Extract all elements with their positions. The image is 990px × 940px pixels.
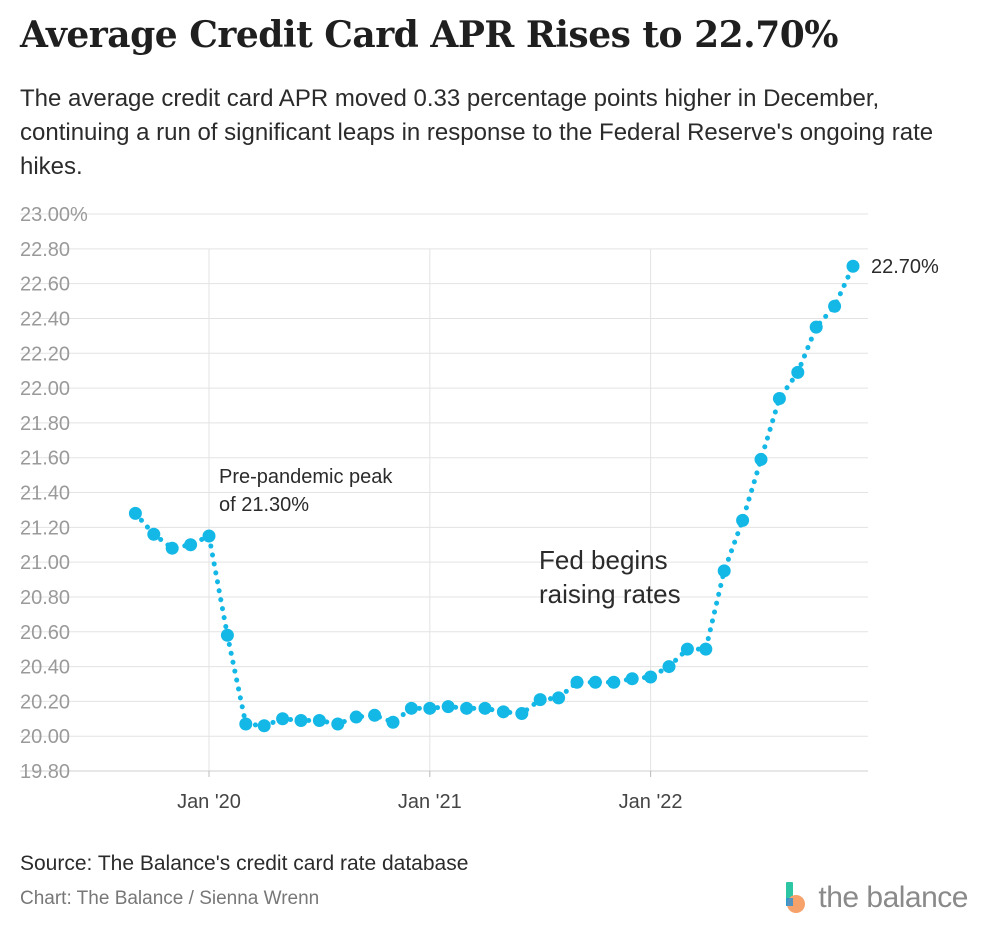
data-point xyxy=(368,708,382,722)
data-point xyxy=(496,705,510,719)
data-point xyxy=(220,628,234,642)
brand-logo: the balance xyxy=(784,878,968,918)
data-point xyxy=(552,691,566,705)
data-point xyxy=(791,365,805,379)
brand-mark-icon xyxy=(786,882,806,913)
annotation-line: Pre-pandemic peak xyxy=(219,466,393,488)
y-tick-label: 22.20 xyxy=(20,343,70,365)
data-point xyxy=(662,660,676,674)
data-point xyxy=(809,320,823,334)
y-tick-label: 21.20 xyxy=(20,517,70,539)
data-point xyxy=(478,701,492,715)
series-line xyxy=(132,263,856,729)
data-point xyxy=(239,717,253,731)
data-point xyxy=(644,670,658,684)
annotation-line: of 21.30% xyxy=(219,494,309,516)
data-point xyxy=(846,259,860,273)
y-tick-label: 21.40 xyxy=(20,483,70,505)
data-point xyxy=(625,672,639,686)
x-tick-label: Jan '22 xyxy=(619,791,683,813)
y-tick-label: 21.60 xyxy=(20,448,70,470)
y-tick-label: 19.80 xyxy=(20,761,70,783)
data-point xyxy=(736,513,750,527)
y-tick-label: 23.00% xyxy=(20,204,88,226)
chart-subtitle: The average credit card APR moved 0.33 p… xyxy=(20,85,934,180)
data-point xyxy=(754,452,768,466)
x-axis: Jan '20 Jan '21 Jan '22 xyxy=(20,770,868,813)
source-note: Source: The Balance's credit card rate d… xyxy=(20,852,469,875)
y-tick-label: 20.80 xyxy=(20,587,70,609)
data-point xyxy=(312,714,326,728)
annotation-end-value: 22.70% xyxy=(871,256,939,278)
gridlines xyxy=(20,213,868,777)
x-tick-label: Jan '21 xyxy=(398,791,462,813)
chart-credit: Chart: The Balance / Sienna Wrenn xyxy=(20,888,320,909)
data-point xyxy=(331,717,345,731)
y-tick-label: 22.80 xyxy=(20,239,70,261)
y-tick-label: 20.40 xyxy=(20,657,70,679)
data-point xyxy=(533,693,547,707)
chart-title: Average Credit Card APR Rises to 22.70% xyxy=(20,14,839,56)
data-point xyxy=(257,719,271,733)
annotation-line: 22.70% xyxy=(871,256,939,278)
y-tick-label: 22.40 xyxy=(20,308,70,330)
annotation-fed-hikes: Fed begins raising rates xyxy=(539,545,681,609)
data-point xyxy=(717,564,731,578)
data-point xyxy=(184,538,198,552)
data-point xyxy=(680,642,694,656)
data-point xyxy=(460,701,474,715)
data-point xyxy=(128,506,142,520)
y-tick-label: 20.60 xyxy=(20,622,70,644)
annotation-line: raising rates xyxy=(539,579,681,609)
data-point xyxy=(276,712,290,726)
data-point xyxy=(772,392,786,406)
annotations: Pre-pandemic peak of 21.30% Fed begins rais… xyxy=(219,256,939,609)
data-point xyxy=(570,675,584,689)
data-point xyxy=(386,715,400,729)
data-point xyxy=(147,527,161,541)
data-point xyxy=(294,714,308,728)
data-point xyxy=(607,675,621,689)
y-tick-label: 20.00 xyxy=(20,726,70,748)
data-point xyxy=(828,299,842,313)
data-point xyxy=(202,529,216,543)
y-tick-label: 21.80 xyxy=(20,413,70,435)
brand-text: the balance xyxy=(818,881,968,914)
x-tick-label: Jan '20 xyxy=(177,791,241,813)
data-point xyxy=(423,701,437,715)
series-apr xyxy=(128,259,860,733)
y-tick-label: 22.60 xyxy=(20,274,70,296)
data-point xyxy=(165,541,179,555)
data-point xyxy=(588,675,602,689)
y-axis: 19.80 20.00 20.20 20.40 20.60 20.80 21.00 21.20… xyxy=(20,204,88,783)
y-tick-label: 21.00 xyxy=(20,552,70,574)
data-point xyxy=(515,707,529,721)
data-point xyxy=(441,700,455,714)
y-tick-label: 20.20 xyxy=(20,691,70,713)
y-tick-label: 22.00 xyxy=(20,378,70,400)
annotation-pre-pandemic: Pre-pandemic peak of 21.30% xyxy=(219,466,393,516)
data-point xyxy=(404,701,418,715)
data-point xyxy=(699,642,713,656)
line-chart: Jan '20 Jan '21 Jan '22 19.80 20.00 20.20 20.… xyxy=(20,204,939,813)
data-point xyxy=(349,710,363,724)
annotation-line: Fed begins xyxy=(539,545,668,575)
